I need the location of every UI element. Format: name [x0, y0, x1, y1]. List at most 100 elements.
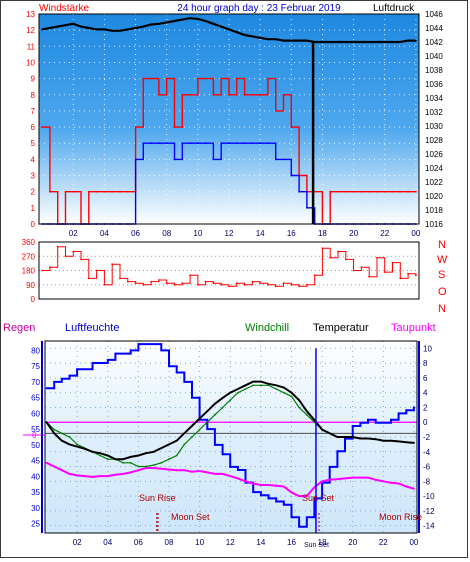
wind-avg-series-point-34 [306, 206, 308, 209]
humidity-series-point-23 [221, 453, 224, 456]
humidity-series-point-25 [237, 469, 239, 471]
dewpoint-series-point-2 [60, 469, 63, 472]
wind-gust-series-point-46 [399, 190, 402, 193]
wind-gust-series-point-22 [212, 93, 215, 96]
wind-xtick-11: 00 [411, 229, 420, 238]
direction-tick-4: 360 [22, 238, 36, 247]
wind-xtick-6: 14 [256, 229, 265, 238]
pressure-series-point-16 [165, 21, 168, 24]
temperature-series-point-35 [313, 419, 316, 421]
wind-avg-series-point-24 [228, 142, 230, 145]
pressure-series-point-17 [173, 20, 176, 22]
wind-xtick-7: 16 [287, 229, 296, 238]
direction-series-point-32 [290, 283, 293, 286]
temperature-series-point-9 [114, 458, 117, 461]
marker-moon-set: Moon Set [171, 512, 210, 522]
windchill-series-point-7 [99, 454, 101, 457]
humidity-series-point-6 [91, 362, 94, 364]
wind-tick-9: 9 [31, 75, 36, 84]
dewpoint-series-point-46 [397, 482, 400, 485]
humidity-series-point-24 [229, 466, 232, 468]
wind-gust-series-point-39 [344, 190, 347, 193]
humidity-series-point-29 [267, 497, 270, 500]
temperature-series-point-4 [76, 445, 78, 448]
humidity-series-point-13 [145, 343, 147, 345]
temperature-series-point-46 [397, 440, 400, 443]
pressure-tick-12: 1040 [425, 52, 443, 61]
dewpoint-series-point-20 [198, 470, 201, 472]
direction-series-point-19 [189, 274, 192, 277]
legend-regen: Regen [3, 322, 35, 334]
climate-xtick-2: 06 [134, 538, 143, 547]
direction-series-point-29 [267, 283, 269, 286]
temperature-series-point-2 [60, 439, 63, 442]
wind-gust-series-point-37 [329, 190, 332, 193]
wind-gust-series-point-20 [197, 77, 199, 80]
wind-tick-13: 13 [26, 10, 35, 19]
windchill-series-point-12 [137, 465, 140, 468]
temperature-tick-5: -4 [423, 448, 431, 457]
pressure-tick-4: 1024 [425, 164, 443, 173]
direction-series-point-46 [399, 277, 402, 280]
direction-series-point-4 [72, 250, 75, 253]
wind-gust-series-point-19 [189, 93, 192, 96]
humidity-series-point-32 [290, 516, 293, 519]
wind-gust-series-point-26 [243, 93, 246, 96]
temperature-series-point-32 [290, 391, 293, 394]
direction-series-point-27 [251, 280, 254, 283]
wind-avg-series-point-19 [189, 142, 192, 145]
humidity-series-point-37 [328, 466, 331, 468]
pressure-tick-5: 1026 [425, 150, 443, 159]
wind-avg-series-point-26 [243, 142, 246, 145]
wind-tick-2: 2 [31, 188, 36, 197]
climate-xtick-3: 08 [165, 538, 174, 547]
dewpoint-series-point-12 [137, 469, 140, 472]
temperature-tick-0: -14 [423, 522, 435, 531]
dewpoint-series-point-3 [68, 473, 71, 475]
humidity-tick-0: 25 [31, 520, 40, 529]
dewpoint-series-point-45 [390, 481, 392, 484]
wind-gust-series-point-11 [126, 190, 129, 193]
wind-gust-series-point-16 [165, 77, 168, 80]
wind-avg-series-point-28 [259, 142, 261, 145]
humidity-series-point-22 [214, 444, 216, 446]
pressure-series-point-28 [259, 36, 261, 39]
temperature-series-point-43 [374, 438, 377, 441]
climate-xtick-4: 10 [195, 538, 204, 547]
pressure-series-point-1 [49, 27, 51, 29]
temperature-tick-3: -8 [423, 477, 431, 486]
pressure-series-point-36 [321, 41, 324, 43]
wind-gust-series-point-38 [337, 190, 339, 193]
dewpoint-series-point-31 [282, 485, 285, 488]
wind-gust-series-point-30 [274, 110, 277, 112]
dewpoint-series-point-16 [168, 468, 170, 471]
wind-avg-series-point-14 [150, 142, 153, 145]
windchill-series-point-16 [168, 458, 170, 461]
direction-series-point-10 [119, 277, 121, 280]
direction-series-point-43 [376, 256, 378, 259]
wind-avg-series-point-25 [235, 142, 238, 145]
climate-xtick-9: 20 [348, 538, 357, 547]
wind-gust-series-point-28 [259, 93, 261, 96]
wind-tick-11: 11 [27, 42, 36, 51]
wind-xtick-0: 02 [69, 229, 78, 238]
temperature-series-point-11 [129, 456, 132, 458]
pressure-series-point-2 [56, 25, 59, 28]
humidity-series-point-0 [45, 387, 48, 390]
wind-avg-series-point-32 [290, 174, 293, 177]
direction-tick-3: 270 [22, 252, 36, 261]
temperature-series-point-1 [53, 432, 56, 435]
wind-gust-series-point-6 [87, 190, 90, 193]
temperature-series-point-42 [367, 437, 369, 440]
pressure-series-point-14 [150, 23, 153, 26]
windchill-series-point-28 [260, 384, 262, 387]
temperature-series-point-28 [260, 380, 262, 383]
wind-gust-series-point-47 [407, 190, 409, 193]
wind-direction-plot-border [38, 241, 420, 300]
windchill-series-point-18 [183, 443, 186, 446]
direction-series-point-6 [87, 277, 90, 280]
direction-series-point-39 [344, 258, 347, 261]
climate-series [45, 343, 415, 533]
humidity-series-point-44 [382, 421, 385, 424]
pressure-tick-0: 1016 [425, 220, 443, 229]
